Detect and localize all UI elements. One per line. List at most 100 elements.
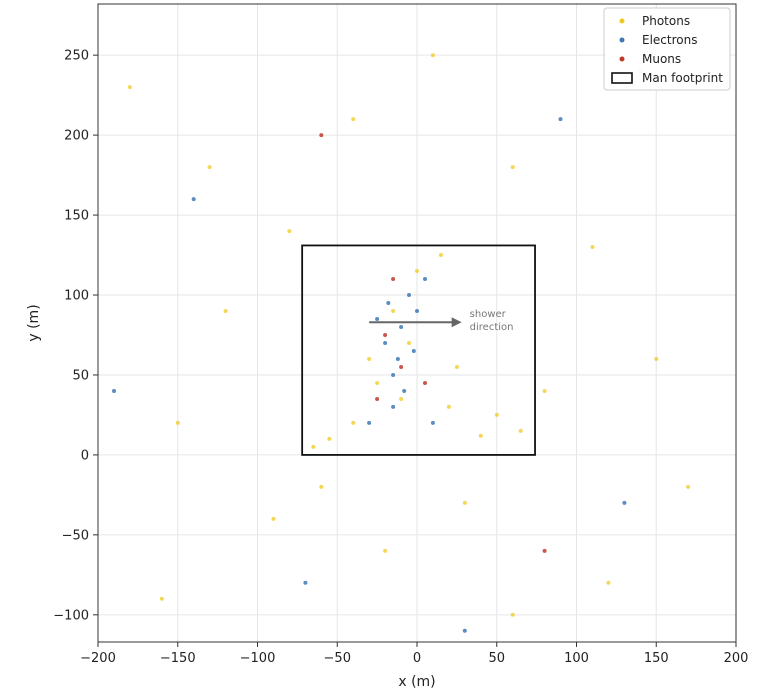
point-muons <box>383 333 388 337</box>
point-photons <box>207 165 212 170</box>
point-electrons <box>391 404 396 409</box>
point-photons <box>510 165 515 170</box>
legend-box <box>603 7 731 91</box>
annotation-text-line-2: direction <box>470 322 514 333</box>
y-tick-label: 100 <box>64 289 89 304</box>
point-electrons <box>462 628 467 633</box>
point-photons <box>383 548 388 553</box>
y-tick-label: −50 <box>62 528 89 543</box>
y-axis-label: y (m) <box>26 304 42 341</box>
point-electrons <box>402 389 407 393</box>
point-photons <box>590 245 595 249</box>
point-photons <box>367 357 372 361</box>
point-photons <box>415 269 419 273</box>
point-photons <box>175 420 180 425</box>
point-photons <box>438 253 443 257</box>
footprint-layer <box>301 244 536 456</box>
point-electrons <box>411 349 416 353</box>
legend-marker-electrons <box>619 37 625 43</box>
legend-label-footprint: Man footprint <box>642 71 723 85</box>
y-tick-label: 50 <box>72 368 89 383</box>
legend-marker-footprint <box>611 72 633 84</box>
point-photons <box>319 484 324 489</box>
legend: Photons Electrons Muons Man footprint <box>603 7 731 91</box>
x-tick-label: 150 <box>644 651 669 666</box>
point-photons <box>391 309 396 313</box>
point-muons <box>319 133 324 138</box>
point-electrons <box>367 420 372 425</box>
annotation-layer: shower direction <box>369 309 513 333</box>
point-muons <box>375 397 380 401</box>
point-electrons <box>386 301 391 305</box>
point-electrons <box>407 293 411 297</box>
point-photons <box>375 381 380 385</box>
legend-marker-muons <box>619 56 625 62</box>
point-photons <box>311 444 316 449</box>
point-electrons <box>558 117 563 122</box>
point-photons <box>462 500 467 505</box>
point-electrons <box>375 317 380 321</box>
annotation-text-line-1: shower <box>470 309 507 320</box>
point-photons <box>606 580 611 585</box>
legend-label-electrons: Electrons <box>642 33 697 47</box>
x-tick-label: 100 <box>564 651 589 666</box>
y-tick-label: 0 <box>81 448 89 463</box>
point-electrons <box>191 197 196 202</box>
scatter-points <box>112 53 691 633</box>
man-footprint-rect <box>301 244 536 456</box>
point-photons <box>351 420 356 425</box>
legend-marker-photons <box>619 18 625 24</box>
x-tick-label: 0 <box>413 651 421 666</box>
point-photons <box>686 484 691 489</box>
point-muons <box>542 548 547 553</box>
point-muons <box>391 277 396 281</box>
x-tick-label: −100 <box>240 651 276 666</box>
x-tick-label: −50 <box>324 651 351 666</box>
point-electrons <box>303 580 308 585</box>
point-muons <box>399 365 404 369</box>
y-tick-label: 150 <box>64 209 89 224</box>
point-photons <box>287 229 292 234</box>
x-axis-ticks: −200 −150 −100 −50 0 50 100 150 200 <box>80 642 748 666</box>
point-photons <box>327 436 332 441</box>
point-electrons <box>112 389 116 393</box>
point-electrons <box>423 277 427 281</box>
point-electrons <box>395 357 400 361</box>
point-electrons <box>415 309 419 313</box>
point-electrons <box>391 373 396 377</box>
y-tick-label: 250 <box>64 49 89 64</box>
point-photons <box>478 433 483 438</box>
point-photons <box>399 397 404 401</box>
grid-lines <box>97 4 737 642</box>
legend-label-photons: Photons <box>642 14 690 28</box>
point-photons <box>542 389 547 393</box>
point-photons <box>430 53 435 58</box>
point-photons <box>407 341 411 345</box>
point-photons <box>510 612 515 617</box>
legend-label-muons: Muons <box>642 52 681 66</box>
point-photons <box>494 412 499 417</box>
point-electrons <box>383 341 388 345</box>
point-photons <box>127 85 132 90</box>
y-tick-label: 200 <box>64 129 89 144</box>
point-muons <box>423 381 427 385</box>
point-photons <box>446 404 451 409</box>
y-tick-label: −100 <box>53 608 89 623</box>
point-electrons <box>622 500 627 505</box>
point-photons <box>351 117 356 122</box>
x-tick-label: 50 <box>488 651 505 666</box>
point-electrons <box>399 325 404 329</box>
point-photons <box>159 596 164 601</box>
point-photons <box>518 428 523 433</box>
point-electrons <box>430 420 435 425</box>
x-tick-label: −200 <box>80 651 116 666</box>
shower-direction-arrowhead <box>451 317 462 328</box>
y-axis-ticks: −100 −50 0 50 100 150 200 250 <box>53 49 98 623</box>
x-tick-label: −150 <box>160 651 196 666</box>
point-photons <box>223 309 228 313</box>
point-photons <box>271 516 276 521</box>
x-axis-label: x (m) <box>398 674 435 690</box>
x-tick-label: 200 <box>724 651 749 666</box>
point-photons <box>454 365 459 369</box>
